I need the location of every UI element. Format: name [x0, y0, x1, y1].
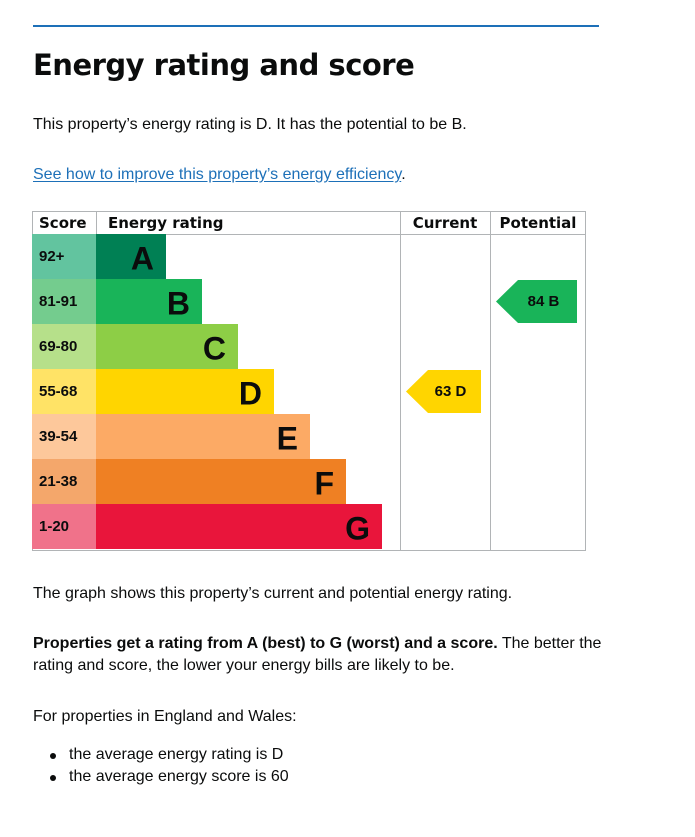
score-range-e: 39-54: [39, 428, 78, 445]
energy-rating-graph: Score Energy rating Current Potential 92+ A 81…: [32, 211, 586, 551]
rating-bar-e: [96, 414, 310, 459]
current-rating-arrow: [406, 370, 481, 413]
rating-letter-d: D: [239, 376, 262, 412]
energy-rating-header: Energy rating: [108, 214, 223, 232]
potential-rating-arrow: [496, 280, 577, 323]
rating-letter-g: G: [345, 511, 370, 547]
link-suffix: .: [401, 166, 406, 183]
rating-explanation: Properties get a rating from A (best) to…: [33, 633, 613, 677]
rating-letter-c: C: [203, 331, 226, 367]
score-range-d: 55-68: [39, 383, 77, 400]
averages-list: the average energy rating is D the avera…: [33, 744, 289, 788]
page-title: Energy rating and score: [33, 48, 415, 82]
score-cell-d: [32, 369, 96, 414]
score-header: Score: [39, 214, 87, 232]
energy-rating-chart: Score Energy rating Current Potential 92+ A 81…: [32, 211, 586, 551]
rating-bar-b: [96, 279, 202, 324]
score-range-a: 92+: [39, 248, 65, 265]
score-cell-a: [32, 234, 96, 279]
score-cell-b: [32, 279, 96, 324]
rating-bar-d: [96, 369, 274, 414]
current-header: Current: [413, 214, 478, 232]
score-range-f: 21-38: [39, 473, 77, 490]
score-cell-g: [32, 504, 96, 549]
section-top-rule: [33, 25, 599, 27]
potential-rating-label: 84 B: [528, 293, 560, 310]
rating-bar-c: [96, 324, 238, 369]
rating-bar-f: [96, 459, 346, 504]
rating-letter-b: B: [167, 286, 190, 322]
score-cell-e: [32, 414, 96, 459]
score-range-c: 69-80: [39, 338, 77, 355]
rating-bar-a: [96, 234, 166, 279]
rating-bar-g: [96, 504, 382, 549]
score-cell-c: [32, 324, 96, 369]
rating-summary: This property’s energy rating is D. It h…: [33, 116, 467, 133]
rating-explanation-bold: Properties get a rating from A (best) to…: [33, 635, 498, 652]
score-cell-f: [32, 459, 96, 504]
average-score-item: the average energy score is 60: [33, 766, 289, 788]
graph-caption: The graph shows this property’s current …: [33, 585, 513, 602]
region-intro: For properties in England and Wales:: [33, 708, 297, 725]
improve-link-line: See how to improve this property’s energ…: [33, 164, 613, 186]
rating-letter-a: A: [131, 241, 154, 277]
average-rating-item: the average energy rating is D: [33, 744, 289, 766]
rating-explanation-rest: The better the rating and score, the low…: [33, 635, 602, 674]
rating-letter-e: E: [277, 421, 298, 457]
score-range-b: 81-91: [39, 293, 77, 310]
potential-header: Potential: [500, 214, 577, 232]
current-rating-label: 63 D: [435, 383, 467, 400]
score-range-g: 1-20: [39, 518, 69, 535]
improve-efficiency-link[interactable]: See how to improve this property’s energ…: [33, 166, 402, 183]
rating-letter-f: F: [314, 466, 334, 502]
